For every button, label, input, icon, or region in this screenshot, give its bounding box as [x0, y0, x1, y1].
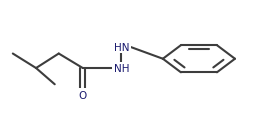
Text: NH: NH	[114, 63, 129, 73]
Text: HN: HN	[114, 42, 129, 52]
Text: O: O	[79, 90, 87, 100]
